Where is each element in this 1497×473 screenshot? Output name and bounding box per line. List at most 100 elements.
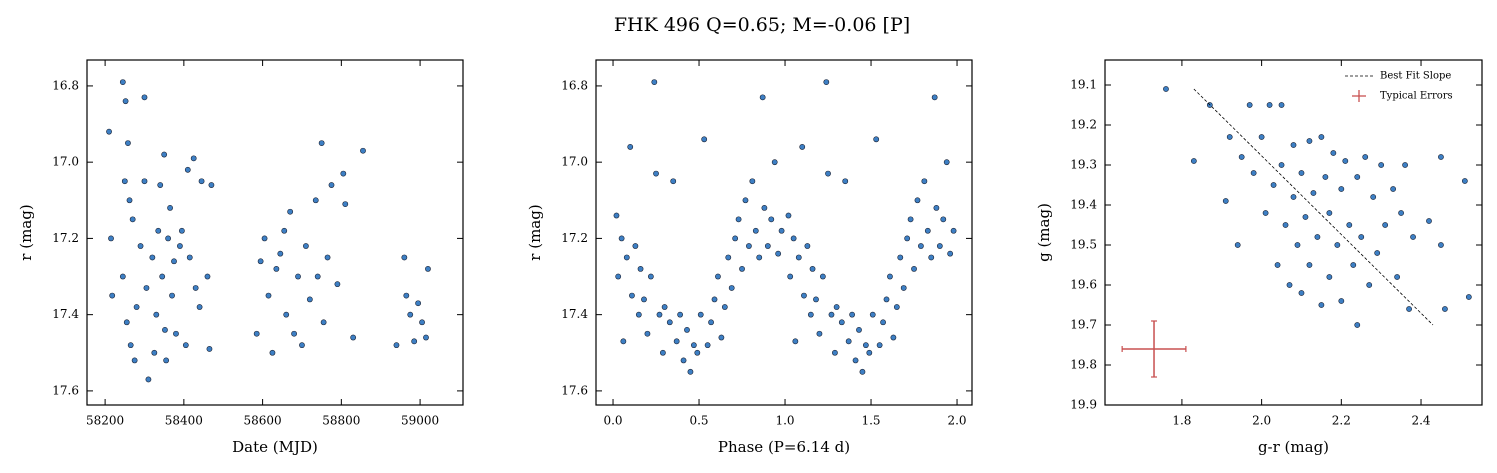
data-point [303,243,309,249]
data-point [1306,262,1313,268]
data-point [119,79,126,86]
data-point [1258,134,1265,140]
data-point [637,266,644,272]
data-point [1222,198,1229,204]
data-point [907,216,914,223]
data-point [1461,178,1468,184]
x-tick-label: 58400 [165,414,203,428]
y-tick-label: 19.6 [1070,278,1097,292]
data-point [950,227,957,234]
data-point [184,166,191,173]
data-point [169,292,175,299]
data-point [283,311,290,318]
data-point [1378,162,1385,168]
data-point [407,311,414,318]
data-point [119,273,126,280]
data-point [819,273,826,280]
data-point [165,235,172,242]
y-tick-label: 16.8 [561,78,588,92]
data-point [775,250,782,257]
y-tick-label: 19.4 [1070,198,1097,212]
x-tick-label: 1.0 [775,414,794,428]
data-point [423,334,429,341]
data-point [1290,194,1297,200]
data-point [832,349,838,356]
data-point [928,254,935,261]
data-point [725,254,732,261]
data-point [1330,150,1337,156]
data-point [393,342,400,349]
data-point [261,235,268,242]
data-point [845,338,852,345]
data-point [618,235,625,242]
data-point [718,334,725,341]
data-point [1362,154,1369,160]
data-point [1298,170,1305,176]
x-tick-label: 2.0 [1252,414,1271,428]
data-point [1266,102,1273,108]
x-tick-label: 1.5 [861,414,880,428]
data-point [198,178,205,185]
data-point [1274,262,1281,268]
data-point [129,216,136,223]
data-point [253,330,260,337]
y-axis-label: r (mag) [526,204,544,260]
data-point [807,311,814,318]
data-point [1250,170,1257,176]
data-point [1298,290,1305,296]
data-point [163,357,170,364]
data-point [123,319,130,326]
data-point [141,94,148,101]
data-point [694,349,701,356]
data-point [883,296,890,303]
x-tick-label: 59000 [401,414,439,428]
legend-label: Typical Errors [1380,91,1453,102]
data-point [842,178,849,185]
data-point [196,304,203,310]
data-point [1382,222,1389,228]
data-point [1190,158,1197,164]
data-point [838,319,845,326]
data-point [171,258,177,265]
data-point [943,159,950,166]
data-point [1322,174,1329,180]
data-point [257,258,264,265]
data-point [1465,294,1472,300]
data-point [711,296,718,303]
data-point [880,319,886,326]
data-point [125,140,131,147]
y-axis-label: r (mag) [17,204,35,260]
data-point [1278,162,1285,168]
data-point [1314,234,1321,240]
data-point [106,128,112,135]
data-point [208,182,215,188]
data-point [1286,282,1293,288]
data-point [204,273,211,280]
data-point [360,147,366,154]
data-point [656,311,663,318]
data-point [127,342,134,349]
data-point [1306,138,1313,144]
data-point [739,266,745,272]
data-point [133,304,140,310]
data-point [931,94,938,101]
data-point [340,170,347,177]
data-point [804,243,811,249]
data-point [792,338,799,345]
data-point [1246,102,1253,108]
data-point [893,304,900,310]
x-axis-label: Phase (P=6.14 d) [718,438,850,456]
data-point [287,208,294,215]
data-point [281,227,288,234]
data-point [653,170,659,177]
data-point [746,243,752,249]
data-point [918,243,924,249]
data-point [1326,210,1333,216]
data-point [155,227,162,234]
y-tick-label: 17.6 [52,383,79,397]
data-point [167,205,173,211]
data-point [670,178,677,185]
y-tick-label: 17.2 [52,231,79,245]
x-tick-label: 58600 [244,414,282,428]
